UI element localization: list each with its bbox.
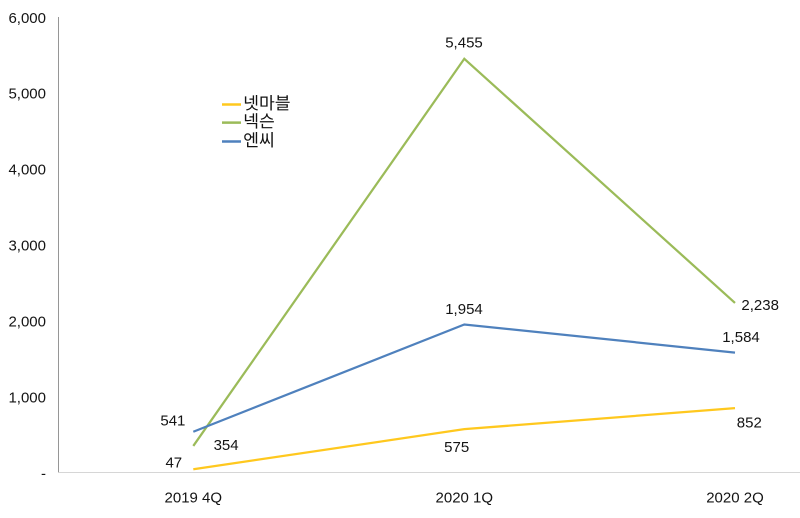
svg-text:2020 1Q: 2020 1Q [436, 490, 494, 507]
svg-text:2,000: 2,000 [8, 313, 46, 330]
svg-text:354: 354 [214, 437, 239, 454]
svg-text:2019 4Q: 2019 4Q [165, 490, 223, 507]
svg-text:541: 541 [160, 412, 185, 429]
svg-text:4,000: 4,000 [8, 162, 46, 179]
svg-text:852: 852 [737, 414, 762, 431]
svg-text:3,000: 3,000 [8, 238, 46, 255]
svg-text:1,584: 1,584 [722, 329, 760, 346]
svg-text:6,000: 6,000 [8, 10, 46, 27]
svg-text:2020 2Q: 2020 2Q [706, 490, 764, 507]
svg-text:47: 47 [165, 455, 182, 472]
svg-text:1,954: 1,954 [445, 301, 483, 318]
svg-text:2,238: 2,238 [741, 297, 779, 314]
svg-text:5,000: 5,000 [8, 86, 46, 103]
svg-text:-: - [41, 465, 46, 482]
svg-text:575: 575 [444, 439, 469, 456]
svg-text:5,455: 5,455 [445, 34, 483, 51]
svg-text:1,000: 1,000 [8, 389, 46, 406]
